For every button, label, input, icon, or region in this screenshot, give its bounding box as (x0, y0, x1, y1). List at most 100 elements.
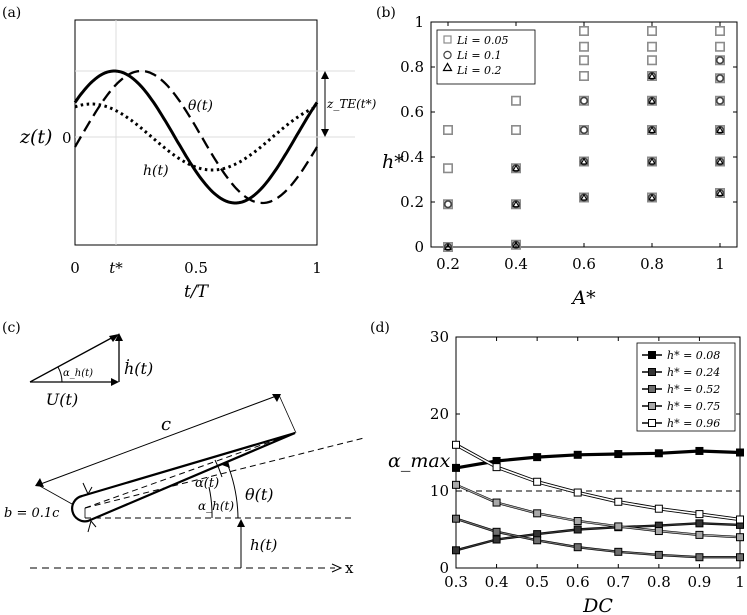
panel-b-ytick-label: 0.2 (400, 193, 424, 211)
panel-b-ylabel: h* (382, 151, 404, 173)
series-outline-line (455, 443, 741, 522)
series-point (614, 547, 623, 556)
panel-a-xtick-1: 1 (312, 259, 322, 277)
heave-label: h(t) (250, 536, 278, 554)
legend-entry: h* = 0.75 (667, 400, 720, 413)
series-inner-line (455, 484, 741, 538)
marker-li-005 (646, 125, 657, 136)
panel-a-label: (a) (2, 5, 21, 21)
panel-b-points (442, 25, 725, 253)
panel-d-xtick-label: 0.6 (566, 573, 590, 591)
marker-li-005 (714, 55, 725, 66)
panel-d-xtick-label: 0.3 (444, 573, 468, 591)
chord-line (84, 432, 296, 509)
panel-c-diagram: α_h(t) U(t) ḣ(t) c b = 0.1c α(t) α_h(t) … (4, 333, 365, 577)
series-point (492, 463, 501, 472)
alpha-arc (214, 459, 223, 478)
series-point (695, 519, 704, 528)
panel-d-ytick-label: 10 (430, 482, 449, 500)
marker-li-005 (442, 163, 453, 174)
marker-li-005 (578, 192, 589, 203)
panel-d-ytick-label: 30 (430, 328, 449, 346)
panel-a-xtick-half: 0.5 (184, 259, 208, 277)
theta-angle-label: θ(t) (245, 485, 274, 504)
panel-b-legend-box (436, 29, 536, 85)
panel-b-xtick-label: 0.6 (572, 255, 596, 273)
chord-ext-left (37, 484, 73, 505)
marker-li-005 (510, 125, 521, 136)
panel-d-xtick-label: 0.7 (606, 573, 630, 591)
marker-li-005 (510, 239, 521, 250)
panel-b-ytick-label: 0 (414, 238, 424, 256)
legend-entry: h* = 0.08 (667, 349, 720, 362)
panel-d-legend: h* = 0.08 h* = 0.24 h* = 0.52 h* = 0.75 h* =… (636, 342, 736, 432)
legend-marker (648, 385, 656, 393)
u-vector-head (111, 378, 119, 386)
thickness-arrow-top (82, 482, 93, 496)
legend-li-005: Li = 0.05 (456, 34, 509, 47)
h-label: h(t) (143, 163, 169, 179)
panel-b: 0.2 0.4 0.6 0.8 1 0 0.2 0.4 0.6 0.8 1 h* A* Li = 0… (382, 13, 738, 309)
u-label: U(t) (46, 390, 78, 409)
marker-li-005 (442, 125, 453, 136)
marker-li-02 (648, 126, 656, 133)
series-point (614, 522, 623, 531)
series-point (573, 525, 582, 534)
x-axis-label: x (345, 559, 354, 577)
legend-entry: h* = 0.52 (667, 383, 720, 396)
series-point (452, 480, 460, 489)
relative-velocity-head (109, 334, 119, 342)
legend-entry: h* = 0.96 (667, 417, 720, 430)
marker-li-02 (716, 157, 724, 165)
marker-li-005 (714, 41, 725, 52)
marker-li-02 (648, 72, 656, 79)
series-point (654, 550, 663, 559)
panel-a-xtick-0: 0 (70, 259, 80, 277)
legend-marker (648, 351, 656, 359)
marker-li-01 (443, 200, 453, 209)
series-point (452, 440, 460, 449)
panel-b-label: (b) (376, 5, 396, 21)
chord-arrow-right (272, 394, 281, 402)
theta-label: θ(t) (188, 98, 213, 114)
marker-li-005 (442, 242, 453, 253)
panel-d-ytick-label: 0 (439, 559, 449, 577)
marker-li-01 (715, 96, 725, 105)
alpha-h-label: α_h(t) (198, 499, 234, 513)
series-point (654, 504, 663, 513)
marker-li-005 (714, 25, 725, 36)
series-point (695, 446, 704, 455)
marker-li-005 (578, 41, 589, 52)
panel-b-xtick-label: 0.8 (640, 255, 664, 273)
panel-b-ytick-label: 1 (414, 13, 424, 31)
series-point (573, 517, 582, 526)
series-point (573, 488, 582, 497)
hdot-vector-head (115, 333, 123, 341)
series-inner-line (455, 522, 741, 551)
marker-li-02 (512, 200, 520, 208)
hdot-label: ḣ(t) (124, 358, 153, 378)
marker-li-005 (510, 163, 521, 174)
series-line (455, 449, 741, 470)
alpha-h-small-label: α_h(t) (63, 368, 93, 379)
panel-a-frame (74, 19, 318, 246)
series-point (736, 515, 744, 524)
marker-li-02 (512, 164, 520, 172)
panel-b-legend: Li = 0.05 Li = 0.1 Li = 0.2 (436, 29, 536, 85)
panel-d-xlabel: DC (582, 595, 613, 615)
panel-c-label: (c) (2, 320, 21, 336)
marker-li-005 (578, 125, 589, 136)
marker-li-005 (714, 156, 725, 167)
series-point (452, 546, 460, 555)
panel-d-xtick-label: 0.4 (485, 573, 509, 591)
alpha-h-small-arc (57, 366, 63, 383)
series-point (695, 553, 704, 562)
series-point (736, 448, 744, 457)
thickness-arrow-bottom (87, 519, 97, 533)
series-point (533, 477, 542, 486)
marker-li-005 (578, 25, 589, 36)
series-point (573, 450, 582, 459)
chord-dimension-line (37, 394, 280, 486)
